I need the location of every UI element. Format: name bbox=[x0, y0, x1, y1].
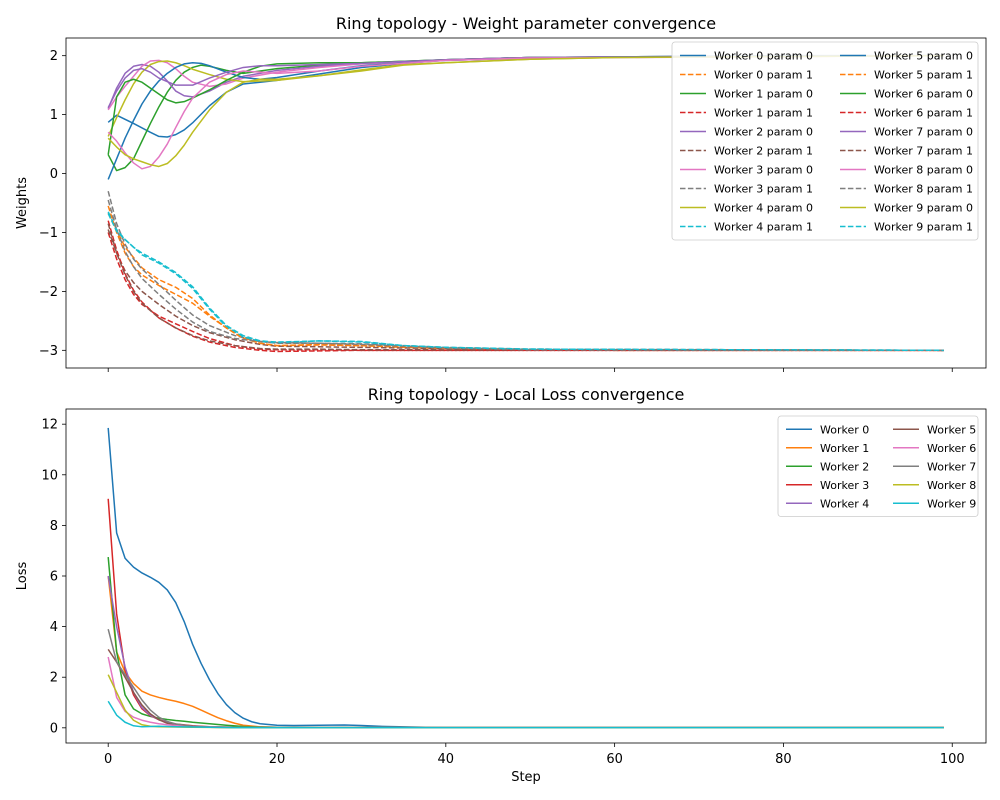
legend-entry-label: Worker 6 bbox=[927, 442, 976, 455]
legend-box bbox=[777, 415, 979, 517]
y-tick-label: 1 bbox=[50, 108, 58, 123]
x-tick-label: 40 bbox=[438, 752, 455, 767]
legend-entry-label: Worker 6 param 1 bbox=[874, 107, 973, 120]
loss-plot-area: 0 20 40 60 80 100 0 2 4 6 8 10 12 bbox=[41, 408, 987, 767]
x-tick-label: 20 bbox=[269, 752, 286, 767]
legend-entry-label: Worker 9 param 1 bbox=[874, 221, 973, 234]
legend-entry-label: Worker 7 param 1 bbox=[874, 145, 973, 158]
weights-y-axis-label: Weights bbox=[15, 177, 30, 229]
weights-plot-area: −3 −2 −1 0 1 2 bbox=[39, 37, 987, 372]
weights-chart-title: Ring topology - Weight parameter converg… bbox=[336, 14, 716, 33]
axes-frame bbox=[65, 37, 987, 369]
y-tick-label: −1 bbox=[39, 226, 58, 241]
series-line-16 bbox=[107, 54, 944, 170]
x-tick-label: 60 bbox=[606, 752, 623, 767]
series-line-14 bbox=[107, 54, 944, 108]
legend-entry-label: Worker 0 param 0 bbox=[714, 50, 813, 63]
y-tick-label: 8 bbox=[50, 519, 58, 534]
legend-entry-label: Worker 8 param 0 bbox=[874, 164, 973, 177]
legend-entry-label: Worker 9 param 0 bbox=[874, 202, 973, 215]
loss-y-axis-label: Loss bbox=[15, 562, 30, 591]
legend-entry-label: Worker 5 bbox=[927, 423, 976, 436]
legend-entry-label: Worker 8 param 1 bbox=[874, 183, 973, 196]
series-line-5 bbox=[107, 229, 944, 352]
y-tick-label: 2 bbox=[50, 671, 58, 686]
loss-x-axis-label: Step bbox=[511, 770, 541, 785]
series-line-13 bbox=[107, 220, 944, 353]
loss-chart-title: Ring topology - Local Loss convergence bbox=[368, 385, 685, 404]
legend-entry-label: Worker 7 bbox=[927, 460, 976, 473]
legend-entry-label: Worker 7 param 0 bbox=[874, 126, 973, 139]
series-line-11 bbox=[107, 205, 944, 352]
loss-chart: Ring topology - Local Loss convergence L… bbox=[15, 385, 987, 785]
legend-entry-label: Worker 1 param 0 bbox=[714, 88, 813, 101]
legend-entry-label: Worker 4 bbox=[820, 497, 869, 510]
y-tick-label: −2 bbox=[39, 285, 58, 300]
series-line-9 bbox=[107, 700, 944, 729]
legend-entry-label: Worker 9 bbox=[927, 497, 976, 510]
legend-box bbox=[671, 41, 979, 241]
legend-entry-label: Worker 8 bbox=[927, 479, 976, 492]
series-line-19 bbox=[107, 213, 944, 352]
legend-entry-label: Worker 1 param 1 bbox=[714, 107, 813, 120]
legend-entry-label: Worker 1 bbox=[820, 442, 869, 455]
weights-chart: Ring topology - Weight parameter converg… bbox=[15, 14, 987, 372]
loss-legend: Worker 0 Worker 1 Worker 2 Worker 3 Worker 4… bbox=[777, 415, 979, 517]
legend-entry-label: Worker 4 param 0 bbox=[714, 202, 813, 215]
legend-entry-label: Worker 0 bbox=[820, 423, 869, 436]
series-line-15 bbox=[107, 223, 944, 352]
y-tick-label: 4 bbox=[50, 620, 58, 635]
y-tick-label: 12 bbox=[41, 418, 58, 433]
legend-entry-label: Worker 4 param 1 bbox=[714, 221, 813, 234]
weights-legend: Worker 0 param 0 Worker 0 param 1 Worker 1… bbox=[671, 41, 979, 241]
legend-entry-label: Worker 5 param 0 bbox=[874, 50, 973, 63]
x-tick-label: 100 bbox=[940, 752, 965, 767]
legend-entry-label: Worker 0 param 1 bbox=[714, 69, 813, 82]
series-lines bbox=[107, 54, 944, 353]
y-tick-label: 6 bbox=[50, 570, 58, 585]
legend-entry-label: Worker 6 param 0 bbox=[874, 88, 973, 101]
legend-entry-label: Worker 3 bbox=[820, 479, 869, 492]
y-tick-label: 0 bbox=[50, 167, 58, 182]
series-line-17 bbox=[107, 199, 944, 352]
legend-entry-label: Worker 2 param 0 bbox=[714, 126, 813, 139]
legend-entry-label: Worker 5 param 1 bbox=[874, 69, 973, 82]
legend-entry-label: Worker 2 bbox=[820, 460, 869, 473]
legend-entry-label: Worker 3 param 1 bbox=[714, 183, 813, 196]
y-tick-label: 0 bbox=[50, 721, 58, 736]
x-tick-label: 0 bbox=[104, 752, 112, 767]
series-line-18 bbox=[107, 54, 944, 168]
legend-entry-label: Worker 2 param 1 bbox=[714, 145, 813, 158]
y-tick-label: 2 bbox=[50, 49, 58, 64]
series-line-0 bbox=[107, 427, 944, 729]
series-lines bbox=[107, 427, 944, 729]
legend-entry-label: Worker 3 param 0 bbox=[714, 164, 813, 177]
y-tick-label: 10 bbox=[41, 468, 58, 483]
x-tick-label: 80 bbox=[775, 752, 792, 767]
y-tick-label: −3 bbox=[39, 344, 58, 359]
